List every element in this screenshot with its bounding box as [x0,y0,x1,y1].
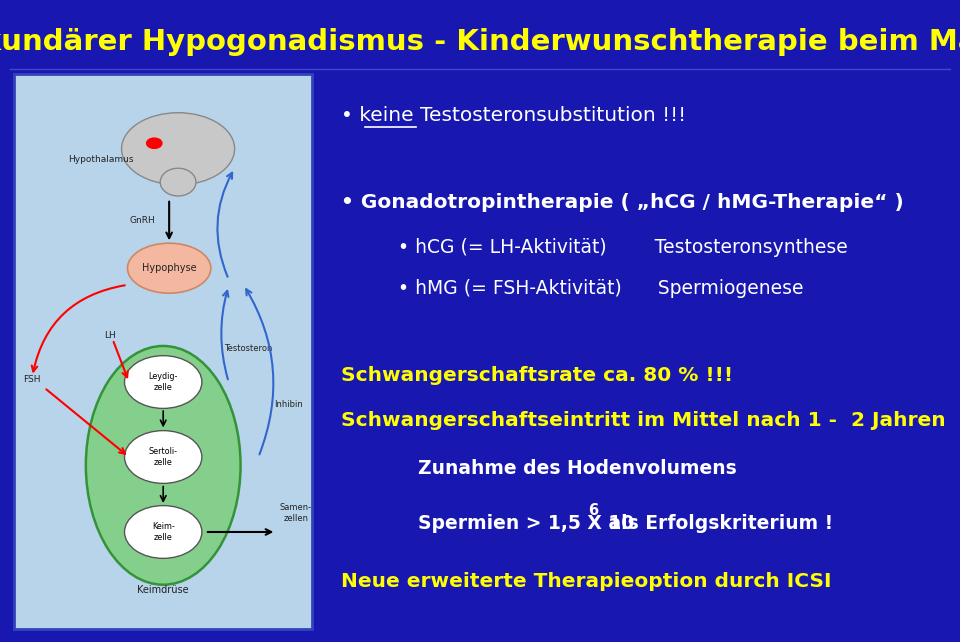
Ellipse shape [125,506,202,559]
Text: Schwangerschaftsrate ca. 80 % !!!: Schwangerschaftsrate ca. 80 % !!! [341,366,732,385]
FancyBboxPatch shape [14,74,312,629]
Text: • Gonadotropintherapie ( „hCG / hMG-Therapie“ ): • Gonadotropintherapie ( „hCG / hMG-Ther… [341,193,903,212]
Text: • hMG (= FSH-Aktivität)      Spermiogenese: • hMG (= FSH-Aktivität) Spermiogenese [398,279,804,299]
Text: Sertoli-
zelle: Sertoli- zelle [149,447,178,467]
Text: Sekundärer Hypogonadismus - Kinderwunschtherapie beim Mann: Sekundärer Hypogonadismus - Kinderwunsch… [0,28,960,56]
Text: Neue erweiterte Therapieoption durch ICSI: Neue erweiterte Therapieoption durch ICS… [341,571,831,591]
Ellipse shape [125,356,202,408]
Text: Samen-
zellen: Samen- zellen [279,503,312,523]
Ellipse shape [125,431,202,483]
Text: als Erfolgskriterium !: als Erfolgskriterium ! [602,514,833,533]
Circle shape [147,138,162,148]
Text: Zunahme des Hodenvolumens: Zunahme des Hodenvolumens [418,459,736,478]
Text: 6: 6 [588,503,599,518]
Text: Keimdrüse: Keimdrüse [137,585,189,595]
Text: Keim-
zelle: Keim- zelle [152,523,175,542]
Text: Inhibin: Inhibin [274,400,302,409]
Text: Hypophyse: Hypophyse [142,263,197,273]
Text: FSH: FSH [23,375,41,384]
Text: GnRH: GnRH [130,216,156,225]
Ellipse shape [85,346,241,585]
Text: Schwangerschaftseintritt im Mittel nach 1 -  2 Jahren: Schwangerschaftseintritt im Mittel nach … [341,411,946,430]
Ellipse shape [122,113,234,185]
Text: Spermien > 1,5 X 10: Spermien > 1,5 X 10 [418,514,634,533]
Text: Hypothalamus: Hypothalamus [68,155,133,164]
Text: Leydig-
zelle: Leydig- zelle [149,372,178,392]
Text: • hCG (= LH-Aktivität)        Testosteronsynthese: • hCG (= LH-Aktivität) Testosteronsynthe… [398,238,848,257]
Ellipse shape [160,168,196,196]
Ellipse shape [128,243,211,293]
Text: • keine Testosteronsubstitution !!!: • keine Testosteronsubstitution !!! [341,106,686,125]
Text: LH: LH [104,331,115,340]
Text: Testosteron: Testosteron [224,345,273,354]
